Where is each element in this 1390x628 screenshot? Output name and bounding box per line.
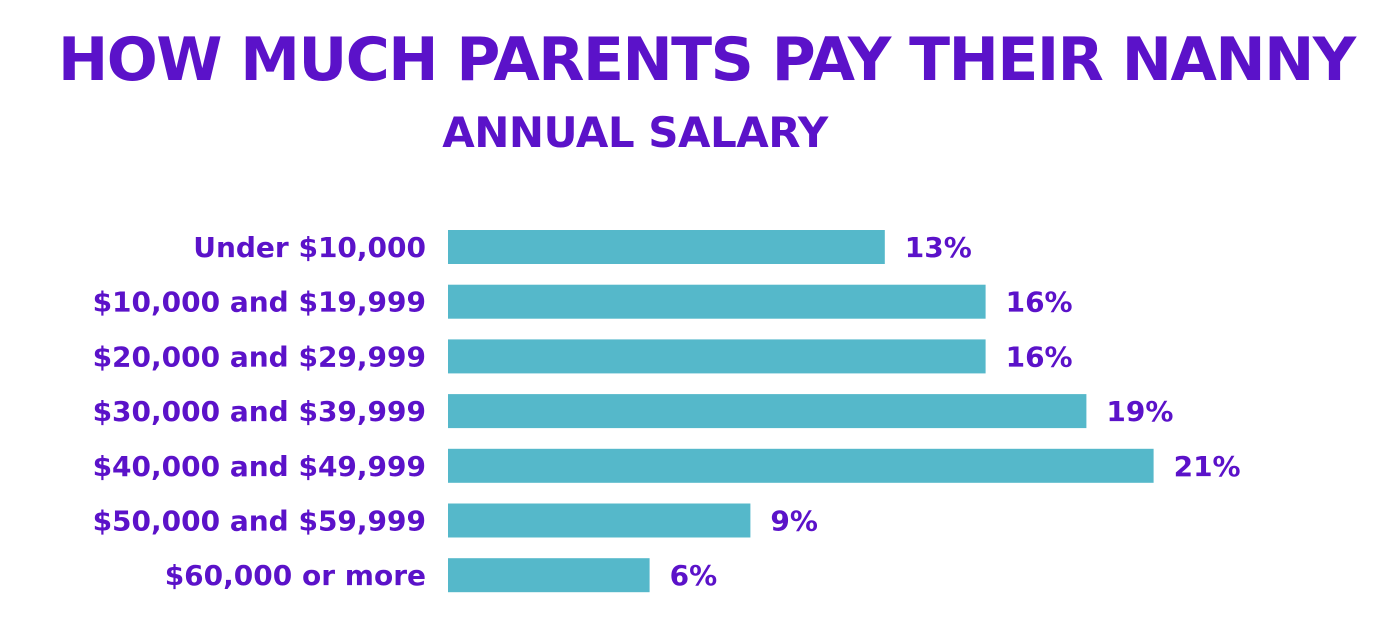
bar-5 [448, 503, 751, 538]
category-label: $30,000 and $39,999 [93, 395, 426, 428]
value-label: 13% [905, 231, 972, 264]
value-label: 19% [1106, 395, 1173, 428]
bar-6 [448, 558, 650, 593]
category-label: $40,000 and $49,999 [93, 450, 426, 483]
category-label: $20,000 and $29,999 [93, 340, 426, 373]
value-label: 16% [1006, 286, 1073, 319]
value-label: 9% [770, 505, 818, 538]
chart-subtitle: ANNUAL SALARY [442, 108, 828, 157]
value-label: 16% [1006, 340, 1073, 373]
value-label: 6% [670, 559, 718, 592]
category-label: $60,000 or more [165, 559, 426, 592]
bar-4 [448, 448, 1154, 483]
bar-2 [448, 339, 986, 374]
bar-3 [448, 394, 1087, 429]
category-label: $10,000 and $19,999 [93, 286, 426, 319]
value-label: 21% [1174, 450, 1241, 483]
category-label: Under $10,000 [193, 231, 426, 264]
chart-title: HOW MUCH PARENTS PAY THEIR NANNY [58, 25, 1356, 95]
bar-0 [448, 230, 885, 264]
bar-1 [448, 284, 986, 319]
category-label: $50,000 and $59,999 [93, 505, 426, 538]
